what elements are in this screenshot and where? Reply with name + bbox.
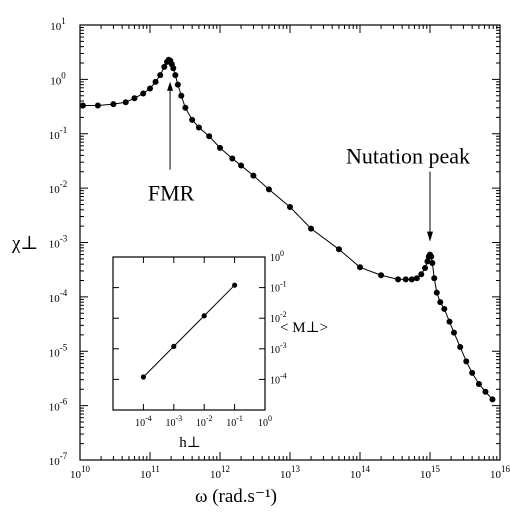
data-point	[170, 65, 177, 72]
data-point	[265, 186, 272, 193]
inset-x-tick-label: 100	[258, 414, 272, 429]
inset-background	[111, 255, 267, 412]
data-point	[441, 305, 448, 312]
fmr-arrow-head	[167, 81, 174, 91]
annotations: FMR Nutation peak	[148, 81, 470, 242]
data-point	[157, 72, 164, 79]
data-point	[457, 343, 464, 350]
data-point	[195, 124, 202, 131]
nutation-arrow-head	[427, 231, 433, 242]
data-point	[475, 380, 482, 387]
data-point	[422, 264, 429, 271]
y-tick-label: 10-6	[49, 397, 68, 414]
data-point	[395, 276, 402, 283]
y-tick-label: 101	[50, 16, 66, 33]
y-tick-label: 10-1	[49, 125, 68, 142]
x-tick-label: 1012	[210, 464, 230, 481]
data-point	[402, 276, 409, 283]
data-point	[178, 92, 185, 99]
data-point	[446, 318, 453, 325]
inset-y-axis-label: < M⊥>	[280, 320, 328, 336]
data-point	[463, 358, 470, 365]
inset-data-point	[171, 343, 177, 349]
data-point	[174, 81, 181, 88]
inset-y-tick-label: 10-4	[270, 371, 287, 386]
data-point	[489, 396, 496, 403]
data-point	[189, 116, 196, 123]
data-point	[469, 369, 476, 376]
y-tick-label: 10-4	[49, 288, 68, 305]
x-axis-label: ω (rad.s⁻¹)	[195, 486, 277, 507]
data-point	[428, 253, 435, 260]
x-tick-label: 1014	[350, 464, 371, 481]
x-tick-label: 1013	[280, 464, 301, 481]
data-point	[378, 272, 385, 279]
data-point	[94, 102, 101, 109]
data-point	[437, 299, 444, 306]
inset-y-tick-label: 100	[270, 249, 284, 264]
inset-series-line	[143, 284, 235, 378]
inset-x-tick-label: 10-1	[226, 414, 243, 429]
data-point	[110, 101, 117, 108]
data-point	[357, 264, 363, 271]
y-tick-label: 10-3	[49, 234, 68, 251]
x-tick-label: 1011	[140, 464, 160, 481]
inset-y-tick-label: 10-3	[270, 341, 287, 356]
inset-data-point	[201, 313, 207, 319]
inset-x-tick-label: 10-3	[165, 414, 182, 429]
y-tick-label: 10-2	[49, 179, 68, 196]
axis-labels: ω (rad.s⁻¹) χ⊥ h⊥ < M⊥>	[11, 233, 328, 507]
inset-x-tick-label: 10-2	[196, 414, 213, 429]
data-point	[140, 90, 147, 97]
data-point	[250, 172, 257, 179]
data-point	[147, 85, 153, 92]
nutation-label: Nutation peak	[346, 144, 470, 169]
x-tick-label: 1010	[70, 464, 91, 481]
data-point	[131, 95, 138, 102]
x-tick-label: 1015	[420, 464, 441, 481]
data-point	[413, 275, 420, 282]
inset-x-tick-label: 10-4	[135, 414, 152, 429]
y-axis-label: χ⊥	[11, 233, 38, 254]
data-point	[79, 102, 86, 109]
fmr-label: FMR	[148, 181, 195, 206]
data-point	[206, 133, 213, 140]
inset-plot-area	[111, 255, 267, 412]
data-point	[424, 258, 431, 265]
inset-data-point	[140, 374, 146, 380]
data-point	[229, 155, 236, 162]
data-point	[408, 276, 415, 283]
data-point	[482, 388, 489, 395]
data-point	[217, 144, 223, 151]
data-point	[433, 289, 440, 296]
data-point	[172, 72, 179, 79]
inset-curve	[143, 284, 235, 378]
x-tick-label: 1016	[490, 464, 510, 481]
data-point	[161, 63, 168, 70]
y-tick-label: 10-7	[49, 451, 68, 468]
inset-x-axis-label: h⊥	[179, 435, 201, 451]
data-point	[152, 78, 159, 85]
data-point	[450, 329, 457, 336]
data-point	[431, 275, 438, 282]
data-point	[335, 246, 342, 253]
data-point	[122, 99, 129, 106]
data-point	[287, 203, 293, 210]
data-point	[182, 104, 189, 111]
y-tick-label: 100	[50, 70, 66, 87]
y-tick-label: 10-5	[49, 342, 68, 359]
inset-y-tick-label: 10-1	[270, 280, 287, 295]
data-point	[238, 162, 245, 169]
data-point	[429, 259, 436, 266]
data-point	[418, 271, 425, 278]
inset-series-points	[140, 282, 238, 380]
inset-frame-rect	[112, 256, 266, 411]
data-point	[308, 225, 315, 232]
inset-data-point	[232, 282, 238, 288]
main-series-points	[79, 56, 496, 403]
